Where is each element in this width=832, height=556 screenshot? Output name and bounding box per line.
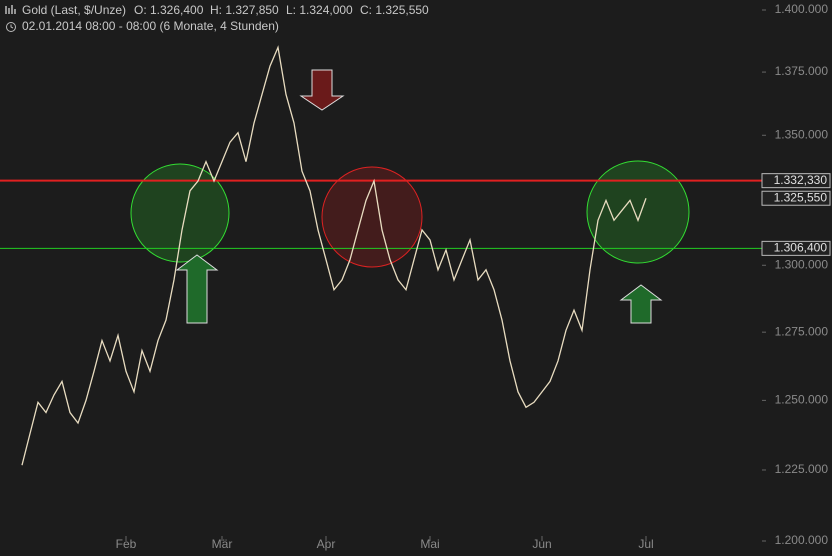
highlight-circle [586, 160, 690, 264]
down-arrow [299, 69, 345, 111]
ohlc-label: O: 1.326,400 [134, 3, 204, 17]
ohlc-label: C: 1.325,550 [360, 3, 429, 17]
x-tick-label: Jun [532, 537, 551, 551]
level-label-box [761, 190, 831, 206]
y-tick-label: 1.250.000 [775, 393, 829, 407]
clock-hand [10, 24, 14, 29]
y-tick-label: 1.350.000 [775, 127, 829, 141]
y-tick-label: 1.200.000 [775, 533, 829, 547]
chart-title: Gold (Last, $/Unze) [22, 3, 126, 17]
up-arrow [175, 254, 219, 324]
level-label-box [761, 173, 831, 189]
x-tick-label: Jul [638, 537, 653, 551]
highlight-circle [130, 163, 230, 263]
level-label: 1.306,400 [774, 241, 828, 255]
x-tick-label: Mai [420, 537, 439, 551]
clock-icon [6, 22, 16, 32]
price-line [21, 45, 647, 466]
highlight-circle [321, 166, 423, 268]
chart-subtitle: 02.01.2014 08:00 - 08:00 (6 Monate, 4 St… [22, 19, 279, 33]
y-tick-label: 1.375.000 [775, 64, 829, 78]
ohlc-label: H: 1.327,850 [210, 3, 279, 17]
y-tick-label: 1.400.000 [775, 2, 829, 16]
ohlc-label: L: 1.324,000 [286, 3, 353, 17]
level-label: 1.325,550 [774, 190, 828, 204]
y-tick-label: 1.300.000 [775, 257, 829, 271]
x-tick-label: Apr [317, 537, 336, 551]
y-tick-label: 1.225.000 [775, 462, 829, 476]
x-tick-label: Feb [116, 537, 137, 551]
level-label-box [761, 240, 831, 256]
y-tick-label: 1.275.000 [775, 324, 829, 338]
level-label: 1.332,330 [774, 173, 828, 187]
chart-icon [5, 5, 16, 14]
up-arrow [619, 284, 663, 324]
x-tick-label: Mär [212, 537, 233, 551]
